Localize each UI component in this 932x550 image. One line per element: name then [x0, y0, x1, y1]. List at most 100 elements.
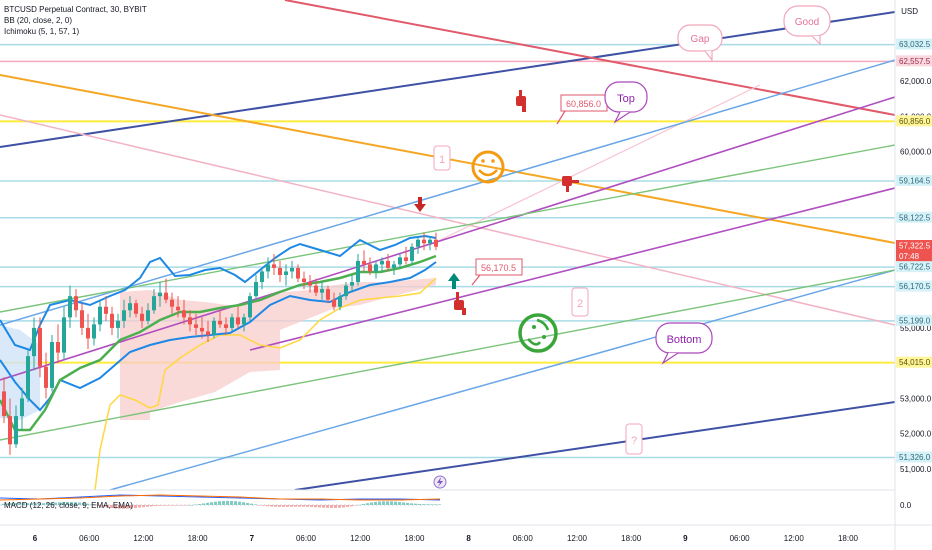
macd-bar [242, 502, 245, 505]
purple-channel-lower [249, 187, 895, 351]
callout-56170[interactable]: 56,170.5 [471, 258, 523, 286]
price-marker-label: 63,032.5 [899, 40, 931, 49]
candle-body [146, 310, 150, 321]
macd-bar [2, 503, 5, 505]
candle-body [8, 416, 12, 445]
ichimoku-indicator-label[interactable]: Ichimoku (5, 1, 57, 1) [4, 27, 80, 36]
time-tick-label: 18:00 [838, 534, 859, 543]
price-marker-badge [896, 211, 932, 223]
time-axis[interactable]: 6 06:00 12:00 18:00 7 06:00 12:00 18:00 8 06:00 12… [0, 524, 932, 543]
candle-body [236, 317, 240, 325]
candle-body [20, 398, 24, 417]
macd-bar [414, 503, 417, 505]
candle-body [188, 317, 192, 325]
macd-bar [338, 505, 341, 508]
price-marker-badge [896, 38, 932, 50]
candle-body [50, 342, 54, 388]
macd-bar [234, 501, 237, 505]
candle-body [344, 285, 348, 297]
candle-body [362, 260, 366, 265]
candle-body [404, 257, 408, 261]
macd-bar [10, 503, 13, 505]
macd-bar [394, 501, 397, 505]
macd-bar [158, 505, 161, 506]
macd-indicator-label[interactable]: MACD (12, 26, close, 9, EMA, EMA) [4, 501, 133, 510]
macd-bar [254, 504, 257, 506]
price-marker-badge [896, 175, 932, 187]
candle-body [200, 327, 204, 332]
macd-bar [162, 505, 165, 506]
price-tick-label: 55,000.0 [900, 324, 932, 333]
blue-channel-lower [109, 269, 895, 490]
price-marker-badge [896, 280, 932, 292]
macd-bar [278, 505, 281, 507]
candle-body [80, 310, 84, 328]
axis-currency[interactable]: USD [901, 7, 918, 16]
candle-body [56, 342, 60, 353]
price-marker-label: 54,015.0 [899, 358, 931, 367]
bb-indicator-label[interactable]: BB (20, close, 2, 0) [4, 16, 73, 25]
candle-body [350, 282, 354, 286]
macd-pane [0, 489, 895, 509]
candle-body [308, 282, 312, 286]
macd-bar [94, 505, 97, 506]
candle-body [356, 260, 360, 283]
candle-body [296, 267, 300, 279]
candle-body [314, 285, 318, 293]
thumb-down-icon [562, 176, 579, 192]
bubble-bottom[interactable]: Bottom [655, 322, 713, 365]
macd-bar [166, 505, 169, 506]
price-marker-badge [896, 261, 932, 273]
candlesticks [2, 232, 438, 455]
bubble-good[interactable]: Good [783, 5, 831, 46]
note-2[interactable]: 2 [571, 287, 589, 317]
macd-bar [306, 505, 309, 507]
macd-bar [438, 504, 441, 505]
candle-body [176, 306, 180, 311]
macd-bar [118, 505, 121, 509]
macd-bar [378, 501, 381, 505]
macd-bar [318, 505, 321, 508]
note-question[interactable]: ? [625, 423, 643, 455]
candle-body [368, 264, 372, 272]
hand-pointer-icon-2 [454, 292, 466, 315]
macd-bar [98, 505, 101, 507]
candle-body [182, 310, 186, 318]
purple-channel-upper [0, 96, 895, 381]
price-axis[interactable]: 51,000.0 52,000.0 53,000.0 55,000.0 60,000.0… [894, 0, 932, 550]
time-tick-label: 12:00 [784, 534, 805, 543]
macd-bar [198, 504, 201, 505]
bubble-gap[interactable]: Gap [677, 24, 723, 62]
macd-bar [106, 505, 109, 508]
macd-bar [62, 502, 65, 505]
macd-bar [434, 504, 437, 505]
candle-body [32, 327, 36, 357]
note-1[interactable]: 1 [433, 145, 451, 171]
macd-bar [150, 505, 153, 507]
bubble-top[interactable]: Top [604, 81, 648, 124]
price-marker-badge [896, 115, 932, 127]
time-tick-label: 12:00 [133, 534, 154, 543]
symbol-title[interactable]: BTCUSD Perpetual Contract, 30, BYBIT [4, 5, 147, 14]
candle-body [428, 239, 432, 244]
macd-bar [86, 503, 89, 505]
macd-bar [250, 503, 253, 505]
candle-body [158, 292, 162, 297]
macd-bar [286, 505, 289, 507]
candle-body [230, 317, 234, 328]
callout-60856-text: 60,856.0 [566, 99, 601, 109]
macd-bar [50, 502, 53, 505]
red-trendline [284, 0, 895, 116]
time-tick-label: 06:00 [730, 534, 751, 543]
macd-bar [22, 503, 25, 505]
note-2-text: 2 [577, 298, 583, 310]
candle-body [68, 296, 72, 318]
candle-body [242, 317, 246, 325]
price-marker-badge [896, 451, 932, 463]
time-tick-label: 06:00 [513, 534, 534, 543]
macd-bar [290, 505, 293, 507]
macd-bar [430, 504, 433, 505]
macd-bar [218, 501, 221, 505]
kumo-shade [120, 278, 436, 420]
